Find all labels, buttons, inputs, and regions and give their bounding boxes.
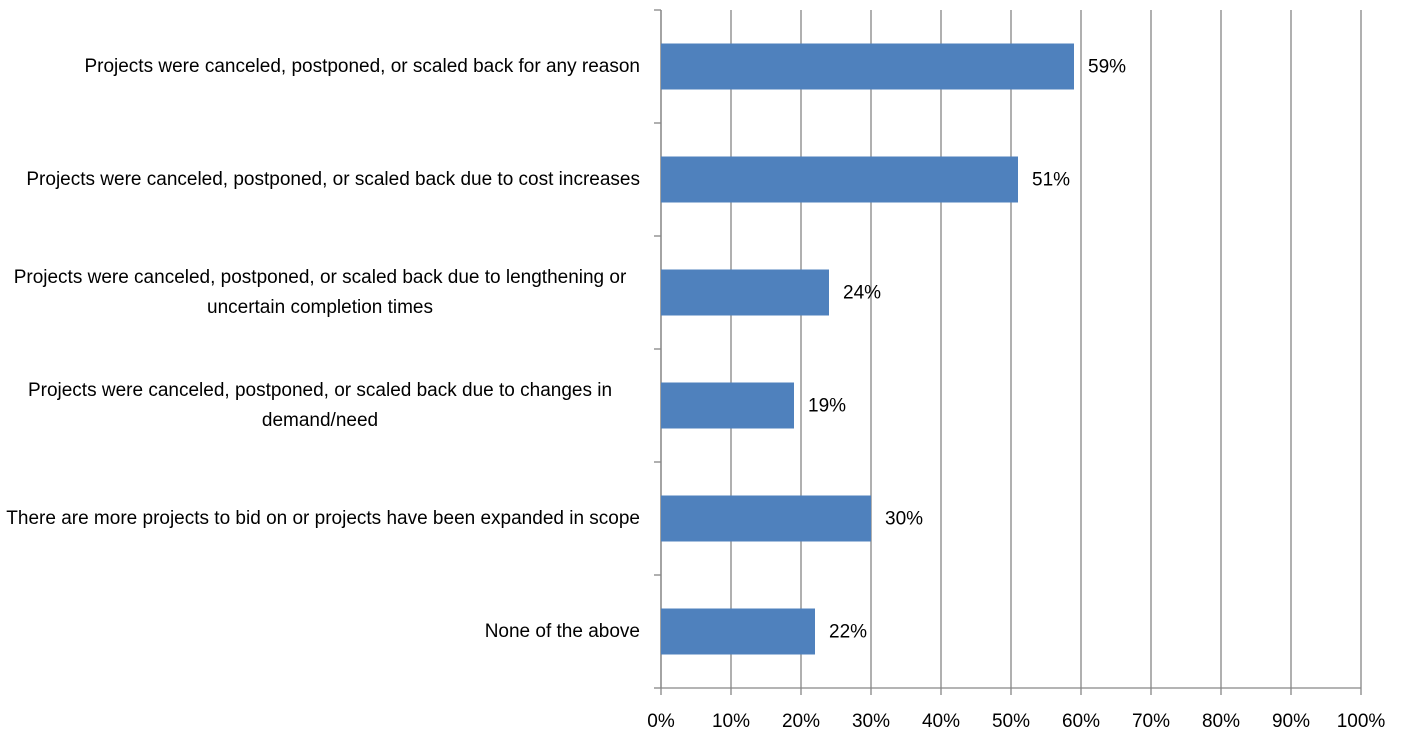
category-label-box: None of the above xyxy=(0,592,640,672)
bar xyxy=(661,43,1074,90)
category-label-box: There are more projects to bid on or pro… xyxy=(0,479,640,559)
data-label: 22% xyxy=(829,622,867,643)
x-tick-label: 50% xyxy=(992,711,1030,732)
data-label: 19% xyxy=(808,396,846,417)
bar xyxy=(661,382,794,429)
category-label-box: Projects were canceled, postponed, or sc… xyxy=(0,366,640,446)
x-tick-label: 80% xyxy=(1202,711,1240,732)
data-label: 24% xyxy=(843,283,881,304)
bar xyxy=(661,156,1018,203)
y-tick-label: Projects were canceled, postponed, or sc… xyxy=(26,168,640,190)
category-label-box: Projects were canceled, postponed, or sc… xyxy=(0,27,640,107)
bar xyxy=(661,495,871,542)
y-tick-label: There are more projects to bid on or pro… xyxy=(6,507,640,529)
data-label: 51% xyxy=(1032,170,1070,191)
bar xyxy=(661,608,815,655)
bar xyxy=(661,269,829,316)
x-tick-label: 100% xyxy=(1337,711,1386,732)
data-label: 59% xyxy=(1088,57,1126,78)
data-label: 30% xyxy=(885,509,923,530)
category-label-box: Projects were canceled, postponed, or sc… xyxy=(0,253,640,333)
x-tick-label: 10% xyxy=(712,711,750,732)
x-tick-label: 20% xyxy=(782,711,820,732)
y-tick-label: Projects were canceled, postponed, or sc… xyxy=(84,55,640,77)
x-tick-label: 70% xyxy=(1132,711,1170,732)
x-tick-label: 90% xyxy=(1272,711,1310,732)
y-tick-label: None of the above xyxy=(484,620,640,642)
x-tick-label: 60% xyxy=(1062,711,1100,732)
x-tick-label: 30% xyxy=(852,711,890,732)
x-tick-label: 40% xyxy=(922,711,960,732)
y-tick-label: Projects were canceled, postponed, or sc… xyxy=(27,379,613,431)
y-tick-label: Projects were canceled, postponed, or sc… xyxy=(13,266,627,318)
x-tick-label: 0% xyxy=(647,711,675,732)
category-label-box: Projects were canceled, postponed, or sc… xyxy=(0,140,640,220)
